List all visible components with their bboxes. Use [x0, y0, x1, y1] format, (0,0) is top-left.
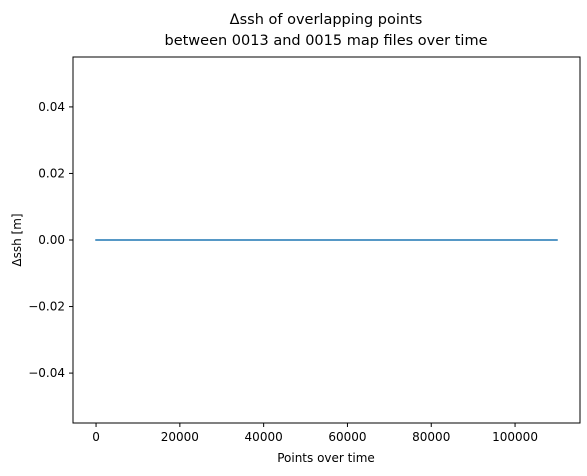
x-tick-label: 0 [92, 430, 100, 444]
y-tick-label: 0.04 [38, 100, 65, 114]
y-tick-label: 0.02 [38, 166, 65, 180]
y-tick-label: 0.00 [38, 233, 65, 247]
y-axis-label: Δssh [m] [10, 213, 24, 266]
x-axis: 0 20000 40000 60000 80000 100000 [92, 423, 538, 444]
x-tick-label: 40000 [245, 430, 283, 444]
y-tick-label: −0.02 [28, 300, 65, 314]
x-axis-label: Points over time [277, 451, 375, 465]
x-tick-label: 100000 [492, 430, 538, 444]
x-tick-label: 80000 [412, 430, 450, 444]
chart-title: Δssh of overlapping points [230, 12, 423, 28]
y-tick-label: −0.04 [28, 366, 65, 380]
plot-area [72, 56, 581, 424]
chart-subtitle: between 0013 and 0015 map files over tim… [165, 33, 488, 49]
x-tick-label: 20000 [161, 430, 199, 444]
y-axis: −0.04 −0.02 0.00 0.02 0.04 [28, 100, 73, 380]
x-tick-label: 60000 [328, 430, 366, 444]
